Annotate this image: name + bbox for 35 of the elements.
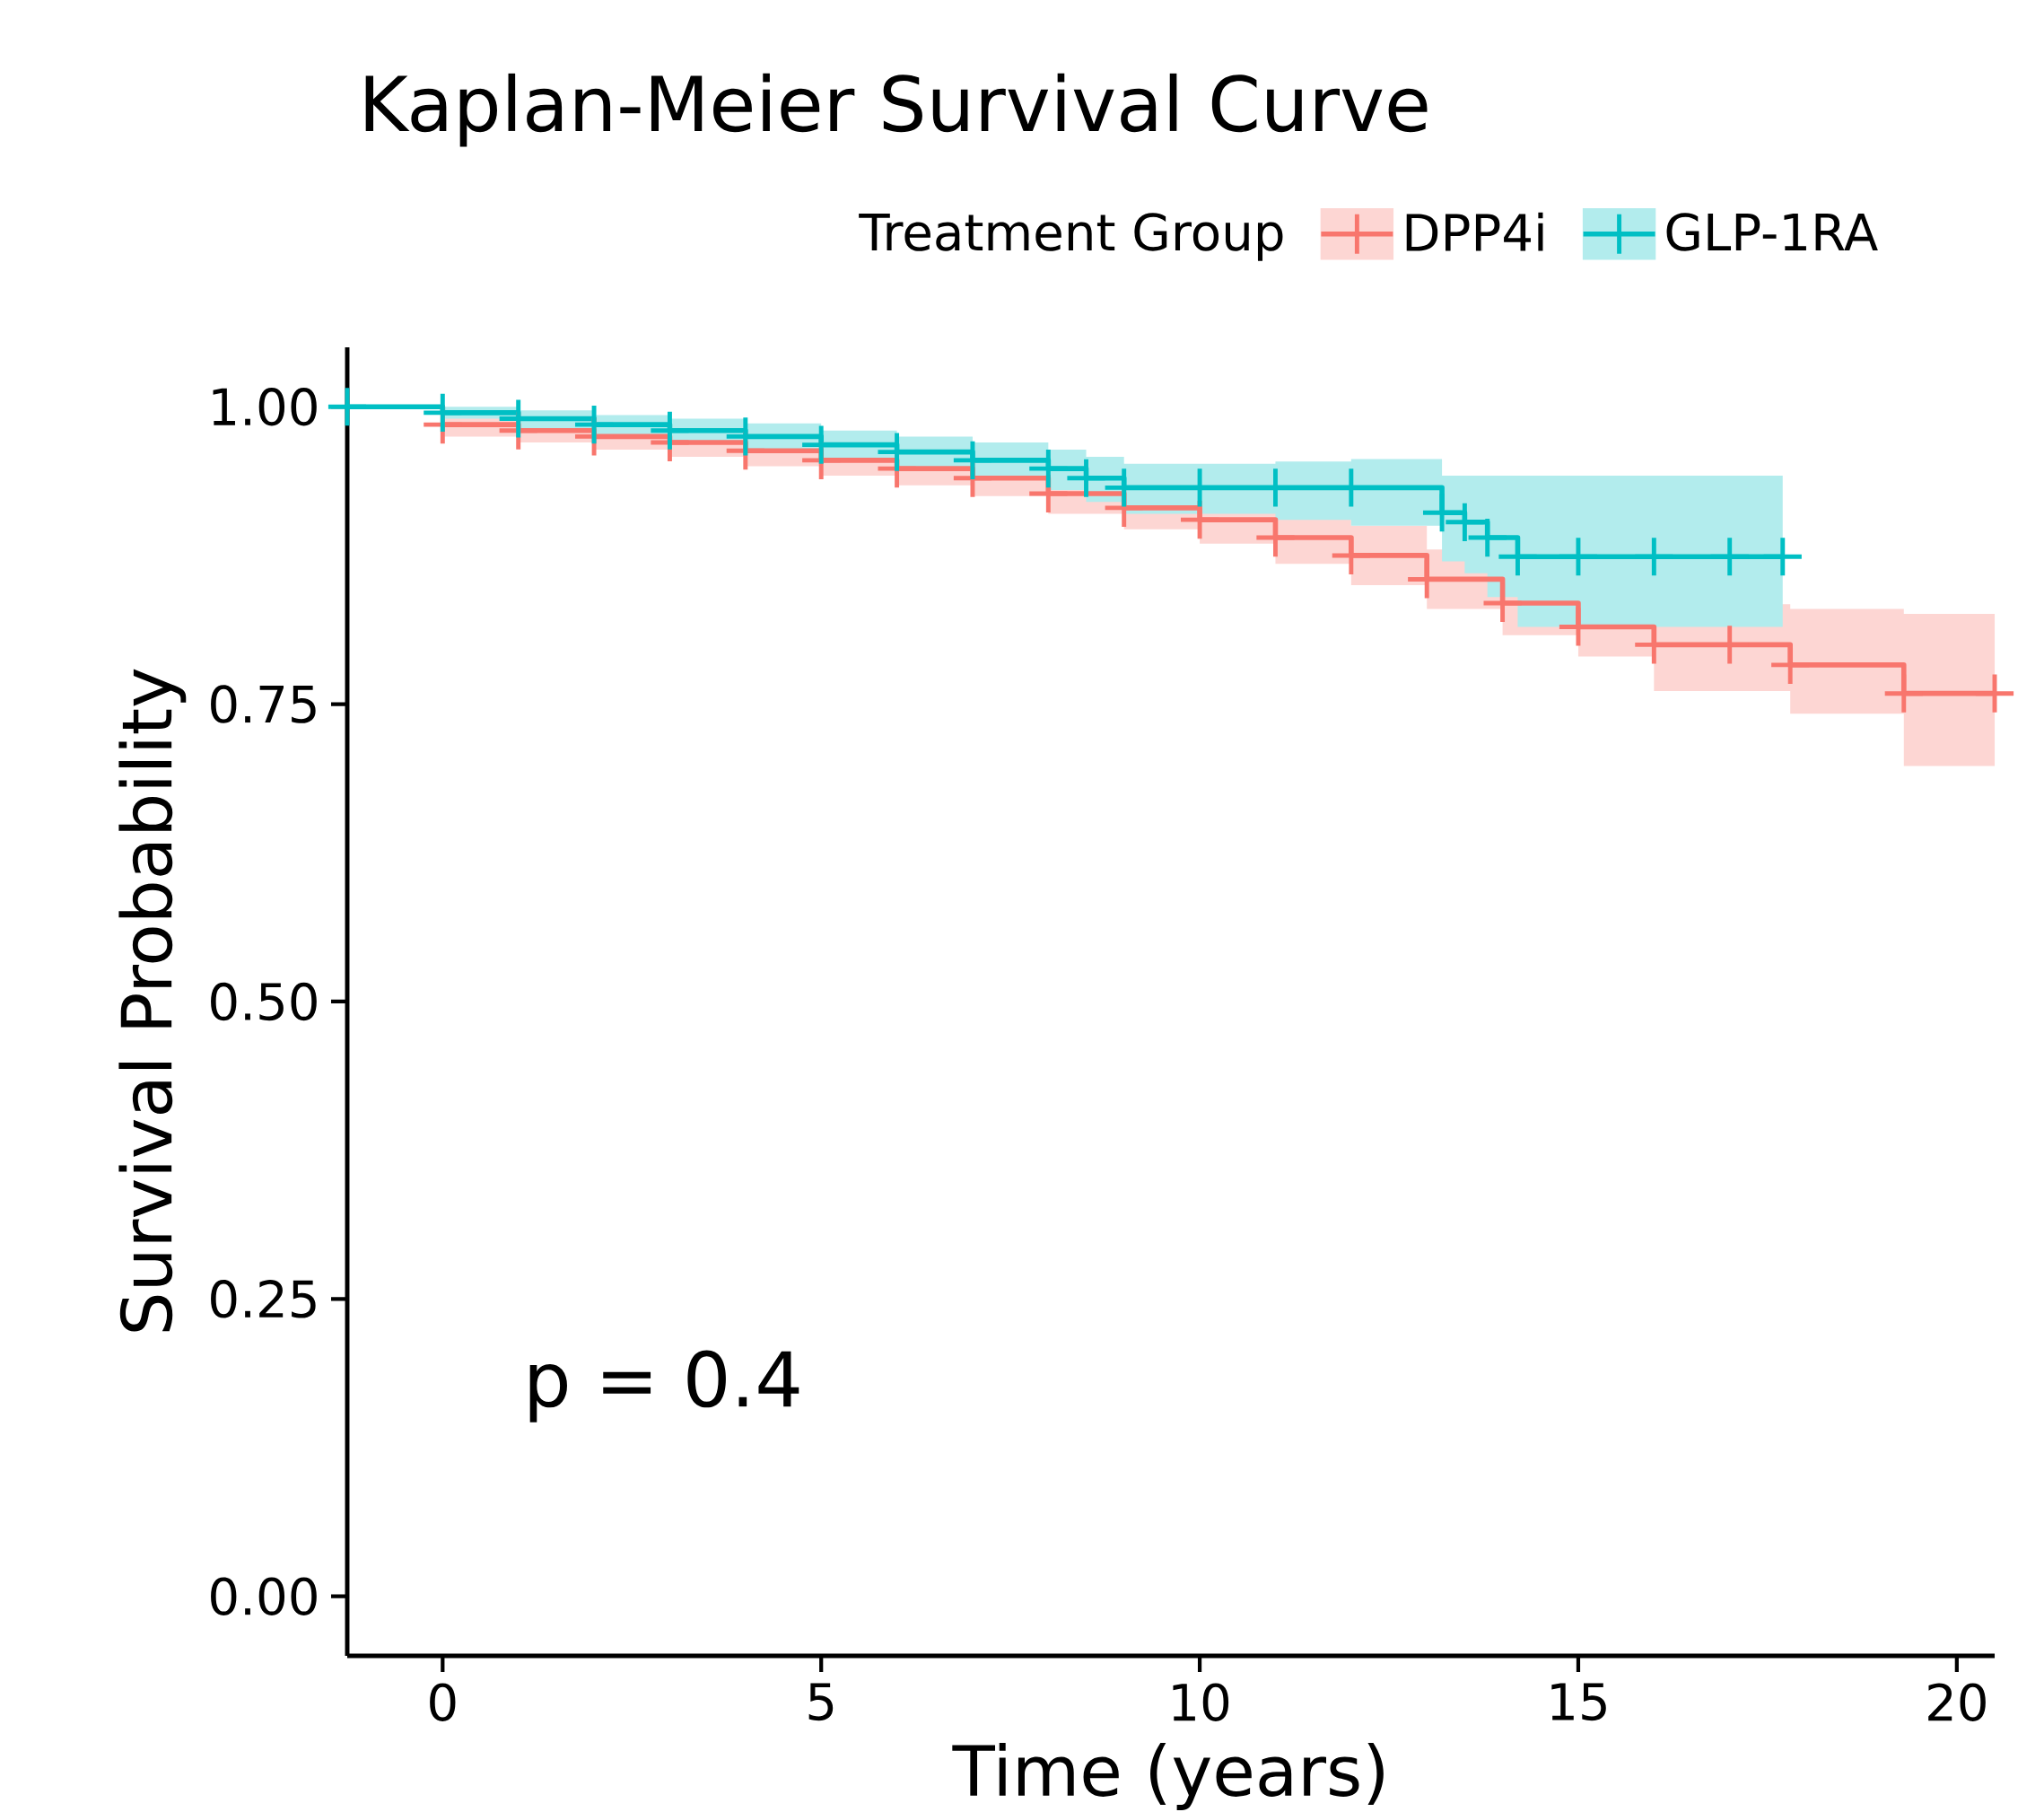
point — [1771, 645, 1810, 684]
point — [1975, 674, 2014, 713]
y-tick-label: 0.25 — [211, 1280, 316, 1318]
point — [574, 406, 614, 444]
annotation: p = 0.4 — [529, 1350, 799, 1422]
x-tick-label: 15 — [1551, 1683, 1606, 1721]
point — [1067, 459, 1105, 497]
legend-label: GLP-1RA — [1666, 213, 1878, 251]
x-tick-label: 0 — [430, 1683, 456, 1721]
x-tick-label: 10 — [1173, 1683, 1229, 1721]
point — [1029, 450, 1068, 488]
point — [1559, 538, 1598, 576]
point — [1884, 674, 1923, 713]
y-axis-title: Survival Probability — [118, 669, 187, 1332]
y-tick-label: 0.50 — [211, 982, 317, 1021]
point — [1446, 503, 1484, 541]
x-axis-title: Time (years) — [952, 1743, 1384, 1810]
point — [1468, 518, 1507, 557]
point — [1332, 536, 1370, 575]
point — [1422, 494, 1462, 532]
point — [651, 411, 689, 450]
y-tick-label: 0.00 — [211, 1577, 317, 1615]
y-tick-label: 1.00 — [213, 387, 317, 426]
x-tick-label: 20 — [1928, 1683, 1986, 1721]
legend-title: Treatment Group — [859, 213, 1283, 261]
x-tick-label: 5 — [808, 1683, 834, 1721]
point — [328, 388, 367, 426]
point — [1710, 538, 1749, 576]
point — [424, 393, 462, 432]
point — [1763, 538, 1802, 576]
chart-title: Kaplan-Meier Survival Curve — [365, 73, 1428, 147]
point — [1635, 538, 1673, 576]
y-tick-label: 0.75 — [211, 685, 316, 723]
legend-label: DPP4i — [1406, 212, 1543, 251]
point — [953, 441, 992, 479]
